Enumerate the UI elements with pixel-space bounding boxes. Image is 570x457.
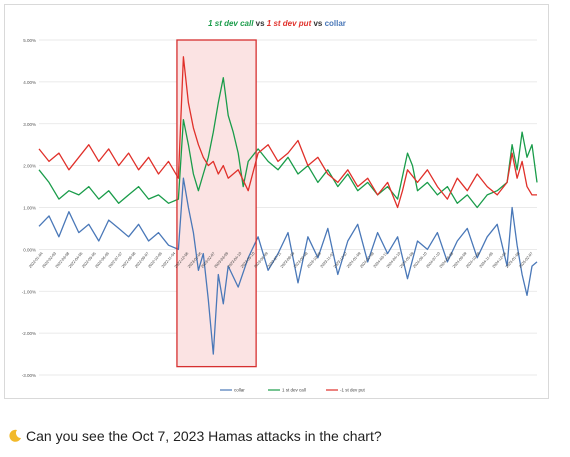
y-tick-label-3: 2.00% xyxy=(23,164,36,169)
y-tick-label-8: -3.00% xyxy=(22,373,36,378)
y-tick-label-4: 1.00% xyxy=(23,206,36,211)
chart-title-part-4: collar xyxy=(325,19,346,28)
legend-label-1: 1 st dev call xyxy=(282,388,306,393)
line-chart: 1 st dev call vs 1 st dev put vs collar 5… xyxy=(22,19,538,393)
caption-text: Can you see the Oct 7, 2023 Hamas attack… xyxy=(26,428,382,444)
legend-label-2: -1 st dev put xyxy=(340,388,366,393)
caption: Can you see the Oct 7, 2023 Hamas attack… xyxy=(8,428,382,444)
legend-label-0: collar xyxy=(234,388,245,393)
series-line-1-st-dev-call xyxy=(38,77,538,209)
chart-title: 1 st dev call vs 1 st dev put vs collar xyxy=(208,19,346,28)
y-tick-label-1: 4.00% xyxy=(23,80,36,85)
y-tick-label-0: 5.00% xyxy=(23,38,36,43)
chart-title-part-1: vs xyxy=(253,19,266,28)
series-line--1-st-dev-put xyxy=(38,56,537,209)
highlight-border xyxy=(176,39,257,368)
y-tick-label-5: 0.00% xyxy=(23,247,36,252)
chart-title-part-2: 1 st dev put xyxy=(267,19,312,28)
y-tick-label-2: 3.00% xyxy=(23,122,36,127)
chart-title-part-3: vs xyxy=(311,19,324,28)
y-tick-label-7: -2.00% xyxy=(22,331,36,336)
crescent-moon-icon xyxy=(9,429,21,442)
y-tick-label-6: -1.00% xyxy=(22,289,36,294)
highlight-region xyxy=(176,40,257,367)
series-line-collar xyxy=(38,177,538,355)
chart-title-part-0: 1 st dev call xyxy=(208,19,254,28)
chart-card: 1 st dev call vs 1 st dev put vs collar 5… xyxy=(4,4,549,399)
